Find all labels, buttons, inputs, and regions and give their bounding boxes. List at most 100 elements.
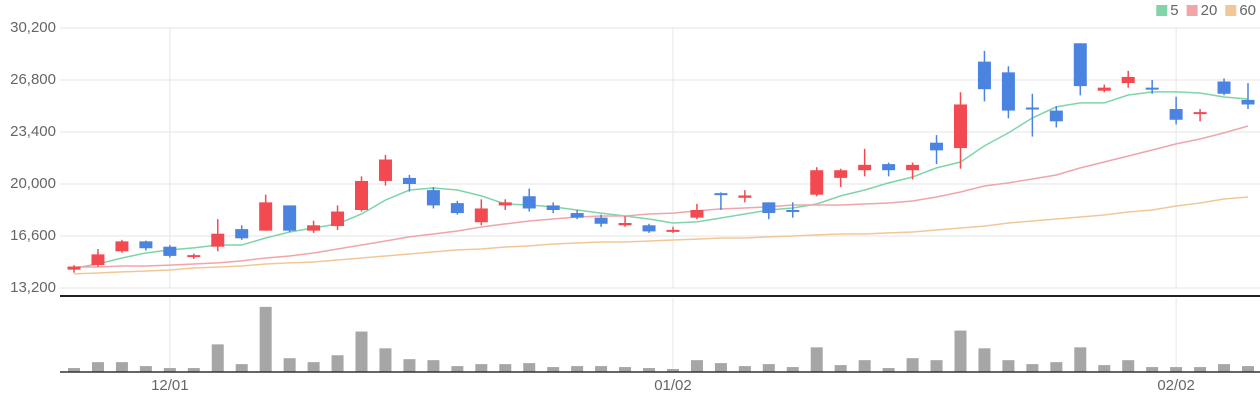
volume-bar	[379, 348, 392, 372]
volume-bar	[547, 367, 560, 372]
volume-bar	[762, 364, 775, 372]
candle-body	[474, 208, 488, 223]
volume-bar	[954, 330, 967, 372]
candle-body	[1121, 76, 1135, 84]
candle-body	[235, 229, 249, 239]
ma-line	[73, 196, 1249, 275]
candle-body	[139, 241, 153, 249]
candle-body	[714, 193, 728, 196]
y-tick-label: 23,400	[10, 123, 56, 140]
candle-body	[1025, 107, 1039, 110]
volume-bar	[427, 360, 440, 372]
candle-body	[91, 254, 105, 266]
candle-body	[67, 266, 81, 270]
volume-bar	[882, 368, 895, 372]
legend-label: 20	[1201, 2, 1218, 19]
volume-bar	[235, 364, 248, 372]
candle-body	[259, 202, 273, 231]
y-tick-label: 30,200	[10, 19, 56, 36]
candle-body	[283, 205, 297, 231]
volume-bar	[858, 360, 871, 372]
candle-body	[834, 170, 848, 178]
volume-bar	[331, 355, 344, 372]
volume-bar	[571, 366, 584, 372]
candle-body	[1193, 112, 1207, 115]
candle-body	[1217, 81, 1231, 94]
volume-bar	[355, 331, 368, 372]
volume-bar	[619, 367, 632, 372]
ma-line	[74, 125, 1249, 268]
candle-body	[1001, 72, 1015, 111]
candle-body	[570, 213, 584, 218]
candle-body	[762, 202, 776, 214]
candle-body	[378, 159, 392, 181]
volume-bar	[403, 359, 416, 372]
candle-body	[1169, 109, 1183, 120]
plot: 13,200 16,600 20,000 23,400 26,800 30,200 12/0…	[10, 2, 1260, 394]
volume-bar	[595, 366, 608, 372]
x-tick-label: 02/02	[1157, 377, 1195, 394]
candle-body	[450, 203, 464, 214]
candle-body	[187, 255, 201, 258]
volume-bar	[115, 362, 128, 372]
legend-swatch	[1225, 5, 1237, 16]
volume-bar	[1146, 367, 1159, 372]
volume-bar	[978, 348, 991, 372]
candle-body	[930, 142, 944, 151]
candle-body	[1049, 110, 1063, 122]
candle-body	[642, 225, 656, 232]
volume-bar	[259, 306, 272, 372]
volume-bar	[211, 344, 224, 372]
volume-bar	[738, 366, 751, 372]
y-tick-label: 26,800	[10, 71, 56, 88]
candle-body	[546, 205, 560, 210]
volume-bar	[307, 362, 320, 372]
volume-bar	[1242, 366, 1254, 372]
volume-bar	[834, 365, 847, 372]
volume-bar	[1098, 365, 1111, 372]
candle-body	[953, 104, 967, 149]
candle-body	[1241, 99, 1255, 105]
candle-body	[163, 246, 177, 256]
candle-body	[690, 210, 704, 218]
volume-bar	[906, 358, 919, 372]
volume-bar	[283, 358, 296, 372]
candle-body	[906, 164, 920, 171]
ma-line	[73, 91, 1249, 269]
volume-bar	[1194, 367, 1207, 372]
legend-swatch	[1156, 5, 1168, 16]
y-tick-label: 16,600	[10, 227, 56, 244]
volume-bar	[451, 366, 464, 372]
volume-bar	[163, 368, 176, 372]
candle-body	[115, 241, 129, 252]
volume-bar	[91, 362, 104, 372]
volume-bar	[786, 367, 799, 372]
legend-label: 60	[1239, 2, 1256, 19]
legend-label: 5	[1170, 2, 1178, 19]
candle-body	[498, 202, 512, 206]
y-tick-label: 13,200	[10, 279, 56, 296]
volume-bar	[187, 368, 200, 372]
candle-body	[786, 210, 800, 212]
volume-bar	[1050, 362, 1063, 372]
candle-body	[1073, 43, 1087, 87]
volume-bar	[523, 363, 536, 372]
candle-body	[355, 180, 369, 210]
candle-body	[426, 190, 440, 206]
volume-bar	[1170, 367, 1183, 372]
candle-body	[666, 229, 680, 232]
candle-body	[211, 233, 225, 247]
volume-bar	[475, 364, 488, 372]
volume-bar	[499, 364, 512, 372]
candle-body	[977, 61, 991, 90]
volume-bar	[714, 363, 727, 372]
candle-body	[810, 170, 824, 195]
candle-body	[402, 177, 416, 184]
candle-body	[882, 164, 896, 171]
legend-swatch	[1186, 5, 1198, 16]
x-tick-label: 01/02	[654, 377, 692, 394]
candle-body	[307, 225, 321, 231]
volume-bar	[666, 369, 679, 372]
volume-bar	[690, 360, 703, 372]
